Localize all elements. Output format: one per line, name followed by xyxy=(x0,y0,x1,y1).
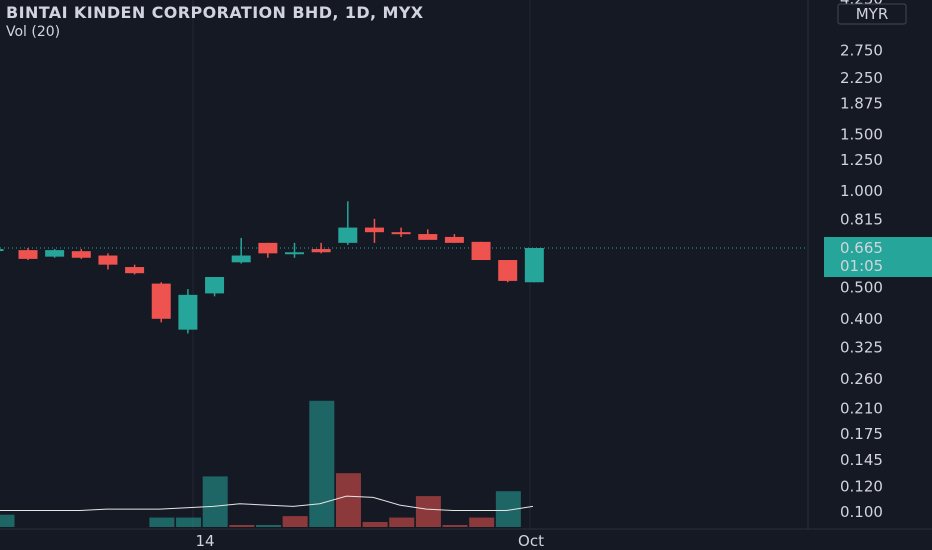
volume-indicator-label[interactable]: Vol (20) xyxy=(6,24,61,40)
candle-body xyxy=(471,241,491,261)
candle-body xyxy=(311,249,331,253)
candle-body xyxy=(338,227,358,243)
volume-bar xyxy=(282,516,308,527)
volume-bar xyxy=(256,525,281,527)
time-tick-label: Oct xyxy=(518,532,544,550)
price-tick-label: 0.260 xyxy=(840,370,883,388)
candle-body xyxy=(0,249,4,252)
price-tick-label: 0.145 xyxy=(840,451,883,469)
volume-bar xyxy=(362,521,388,527)
candle-body xyxy=(418,234,438,240)
candle-body xyxy=(151,283,171,319)
volume-bar xyxy=(149,517,175,527)
price-tick-label: 1.875 xyxy=(840,95,883,113)
currency-label[interactable]: MYR xyxy=(856,5,889,23)
price-tick-label: 1.250 xyxy=(840,151,883,169)
price-tick-label: 0.400 xyxy=(840,310,883,328)
candle-body xyxy=(498,260,518,281)
price-tick-label: 0.120 xyxy=(840,477,883,495)
volume-bar xyxy=(309,400,335,527)
last-price-label: 0.665 xyxy=(840,239,883,257)
candle-body xyxy=(364,227,384,233)
volume-bar xyxy=(442,525,468,527)
candle-body xyxy=(285,252,304,255)
price-tick-label: 0.210 xyxy=(840,400,883,418)
symbol-title[interactable]: BINTAI KINDEN CORPORATION BHD, 1D, MYX xyxy=(6,3,424,22)
volume-bar xyxy=(469,517,495,527)
candle-body xyxy=(524,248,544,283)
currency-badge[interactable] xyxy=(837,3,907,25)
bar-countdown-label: 01:05 xyxy=(840,257,883,275)
price-tick-label: 0.100 xyxy=(840,503,883,521)
candle-body xyxy=(71,251,91,258)
price-tick-label: 0.175 xyxy=(840,425,883,443)
price-tick-label: 0.500 xyxy=(840,279,883,297)
time-axis[interactable] xyxy=(0,530,932,550)
last-price-tag xyxy=(824,237,932,277)
candle-body xyxy=(18,250,38,259)
price-tick-label: 2.750 xyxy=(840,41,883,59)
candle-body xyxy=(178,294,198,330)
candle-body xyxy=(45,250,65,257)
volume-bar xyxy=(389,517,415,527)
volume-bar xyxy=(176,517,202,527)
price-tick-label: 0.815 xyxy=(840,211,883,229)
candle-body xyxy=(231,255,251,263)
chart-header: BINTAI KINDEN CORPORATION BHD, 1D, MYX V… xyxy=(6,2,424,40)
volume-ma-line xyxy=(0,495,534,511)
price-tick-label: 2.250 xyxy=(840,69,883,87)
volume-bar xyxy=(0,514,15,527)
time-tick-label: 14 xyxy=(195,532,214,550)
candle-body xyxy=(391,232,411,235)
candle-body xyxy=(98,255,118,265)
candle-body xyxy=(205,277,225,294)
volume-bar xyxy=(415,496,441,527)
price-tick-label: 1.000 xyxy=(840,182,883,200)
price-tick-label: 0.325 xyxy=(840,339,883,357)
candle-body xyxy=(444,236,464,243)
candle-body xyxy=(125,267,145,274)
price-tick-label: 1.500 xyxy=(840,126,883,144)
volume-bar xyxy=(229,525,255,527)
volume-bar xyxy=(335,473,361,527)
candle-body xyxy=(258,242,278,254)
volume-bar xyxy=(202,476,228,527)
